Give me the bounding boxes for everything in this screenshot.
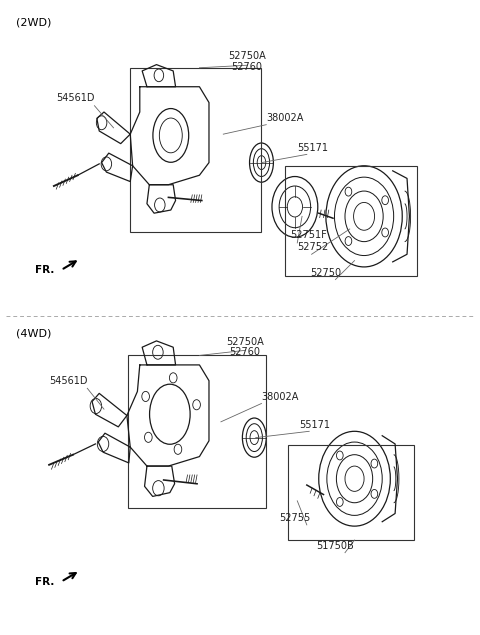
Text: 52755: 52755 bbox=[279, 513, 311, 523]
Text: 51750B: 51750B bbox=[317, 542, 354, 551]
Text: 52750A: 52750A bbox=[226, 337, 264, 347]
Text: FR.: FR. bbox=[35, 577, 54, 587]
Text: 55171: 55171 bbox=[300, 420, 331, 430]
Text: 54561D: 54561D bbox=[56, 93, 95, 102]
Bar bbox=[130, 68, 262, 232]
Bar bbox=[128, 356, 266, 509]
Text: 52750A: 52750A bbox=[228, 51, 266, 62]
Text: 54561D: 54561D bbox=[49, 376, 87, 386]
Text: 52760: 52760 bbox=[232, 62, 263, 72]
Text: 52760: 52760 bbox=[229, 347, 260, 357]
Bar bbox=[285, 166, 417, 276]
Text: (2WD): (2WD) bbox=[16, 17, 51, 27]
Text: 38002A: 38002A bbox=[266, 113, 304, 123]
Text: 55171: 55171 bbox=[297, 143, 328, 153]
Text: (4WD): (4WD) bbox=[16, 329, 51, 339]
Text: 38002A: 38002A bbox=[262, 392, 299, 401]
Text: FR.: FR. bbox=[35, 265, 54, 275]
Bar bbox=[288, 445, 414, 540]
Text: 52752: 52752 bbox=[297, 243, 328, 252]
Text: 52751F: 52751F bbox=[290, 231, 327, 241]
Text: 52750: 52750 bbox=[311, 269, 341, 278]
